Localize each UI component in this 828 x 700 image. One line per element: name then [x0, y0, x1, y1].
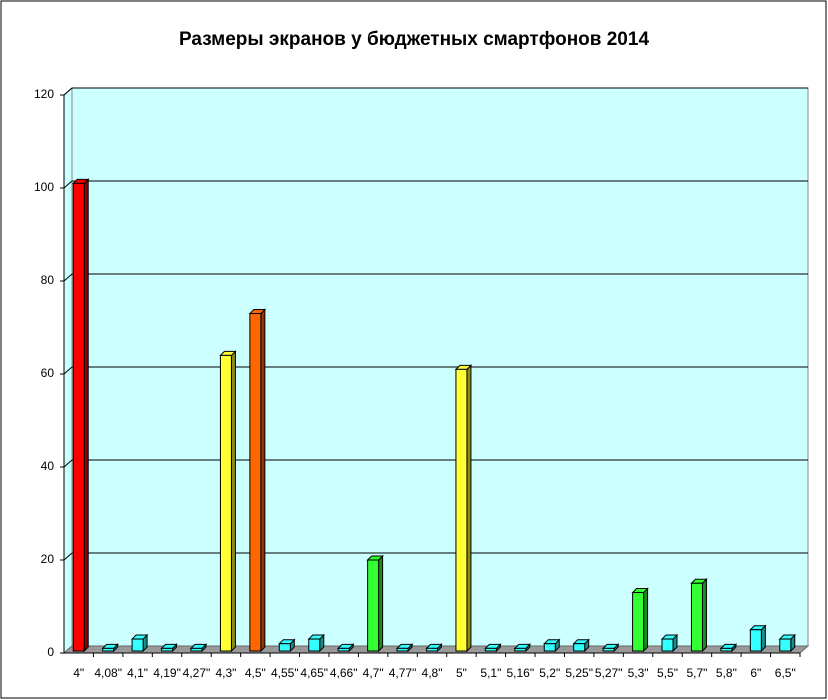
x-tick-label: 4,19"	[153, 666, 181, 680]
y-tick-label: 0	[47, 645, 54, 659]
bar	[367, 559, 380, 652]
bar-side	[701, 578, 707, 653]
x-tick-label: 4,27"	[183, 666, 211, 680]
bar	[749, 629, 762, 652]
x-tick-label: 5,16"	[507, 666, 535, 680]
x-tick-label: 4,5"	[245, 666, 266, 680]
bar	[455, 368, 468, 652]
bar	[720, 647, 733, 652]
bar	[161, 647, 174, 652]
grid-line	[63, 459, 73, 468]
bar	[779, 638, 792, 652]
bar-side	[260, 308, 266, 653]
x-tick-label: 4,3"	[215, 666, 236, 680]
y-tick-label: 60	[41, 366, 55, 380]
x-tick-label: 5,27"	[595, 666, 623, 680]
x-tick-label: 5,1"	[480, 666, 501, 680]
bar	[543, 643, 556, 652]
x-tick-label: 5,8"	[716, 666, 737, 680]
x-tick-label: 4,7"	[363, 666, 384, 680]
bar	[426, 647, 438, 652]
bar-side	[466, 364, 472, 653]
grid-line	[63, 552, 73, 561]
bar	[278, 643, 291, 652]
bar	[661, 638, 674, 652]
bar	[131, 638, 144, 652]
x-tick-label: 5,7"	[686, 666, 707, 680]
x-tick-label: 5,5"	[657, 666, 678, 680]
bar	[573, 643, 586, 652]
y-tick-label: 40	[41, 459, 55, 473]
bar	[602, 647, 615, 652]
bar	[690, 582, 703, 652]
x-tick-label: 4,1"	[127, 666, 148, 680]
bar	[190, 647, 203, 652]
bar	[337, 647, 350, 652]
y-tick-label: 100	[34, 180, 54, 194]
bar	[308, 638, 321, 652]
grid-line	[63, 366, 73, 375]
x-tick-label: 4,55"	[271, 666, 299, 680]
grid-line	[63, 180, 73, 189]
grid-line	[63, 273, 73, 282]
chart-title: Размеры экранов у бюджетных смартфонов 2…	[179, 29, 649, 50]
x-tick-label: 5,25"	[565, 666, 593, 680]
bar	[219, 354, 232, 652]
x-tick-label: 4"	[73, 666, 84, 680]
x-tick-label: 4,77"	[389, 666, 417, 680]
x-tick-label: 5"	[456, 666, 467, 680]
bar-side	[83, 178, 89, 653]
bar-side	[378, 554, 384, 653]
bar-side	[230, 350, 236, 653]
x-tick-label: 5,3"	[628, 666, 649, 680]
x-tick-label: 4,8"	[422, 666, 443, 680]
x-tick-label: 6"	[750, 666, 761, 680]
x-tick-label: 6,5"	[775, 666, 796, 680]
bar	[632, 592, 645, 652]
y-tick-label: 20	[41, 552, 55, 566]
bar	[514, 647, 527, 652]
bar	[249, 313, 262, 652]
y-tick-label: 80	[41, 273, 55, 287]
bar	[72, 182, 85, 652]
bar	[102, 647, 115, 652]
bar	[396, 647, 409, 652]
bar	[484, 647, 497, 652]
grid-line	[63, 87, 73, 96]
bar-side	[643, 587, 649, 653]
y-tick-label: 120	[34, 87, 54, 101]
x-tick-label: 4,66"	[330, 666, 358, 680]
x-tick-label: 4,08"	[94, 666, 122, 680]
x-tick-label: 5,2"	[539, 666, 560, 680]
x-tick-label: 4,65"	[300, 666, 328, 680]
